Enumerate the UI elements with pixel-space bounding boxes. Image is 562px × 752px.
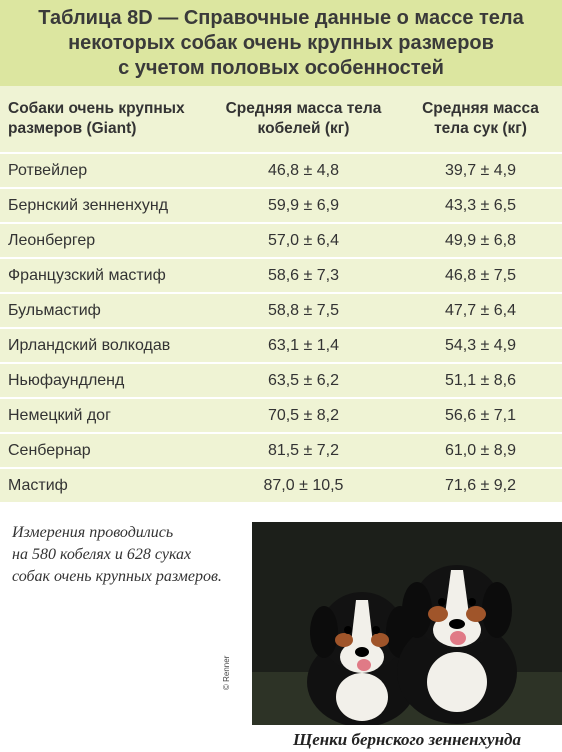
table-cell: Мастиф bbox=[0, 467, 208, 502]
table-cell: Сенбернар bbox=[0, 432, 208, 468]
table: Собаки очень крупных размеров (Giant) Сре… bbox=[0, 86, 562, 502]
table-cell: 47,7 ± 6,4 bbox=[399, 292, 562, 328]
table-cell: 51,1 ± 8,6 bbox=[399, 362, 562, 398]
title: Таблица 8D — Справочные данные о массе т… bbox=[0, 0, 562, 86]
table-cell: Ротвейлер bbox=[0, 152, 208, 188]
photo bbox=[252, 522, 562, 725]
table-cell: Французский мастиф bbox=[0, 257, 208, 293]
note: Измерения проводились на 580 кобелях и 62… bbox=[12, 522, 252, 588]
table-cell: Немецкий дог bbox=[0, 397, 208, 433]
table-row: Ирландский волкодав 63,1 ± 1,4 54,3 ± 4,9 bbox=[0, 327, 562, 363]
table-cell: 39,7 ± 4,9 bbox=[399, 152, 562, 188]
title-line: с учетом половых особенностей bbox=[118, 57, 444, 79]
table-row: Немецкий дог 70,5 ± 8,2 56,6 ± 7,1 bbox=[0, 397, 562, 433]
table-row: Мастиф 87,0 ± 10,5 71,6 ± 9,2 bbox=[0, 467, 562, 502]
note-line: на 580 кобелях и 628 суках bbox=[12, 546, 192, 563]
table-row: Леонбергер 57,0 ± 6,4 49,9 ± 6,8 bbox=[0, 222, 562, 258]
table-cell: Леонбергер bbox=[0, 222, 208, 258]
header-cell: Собаки очень крупных размеров (Giant) bbox=[8, 100, 185, 137]
table-cell: 56,6 ± 7,1 bbox=[399, 397, 562, 433]
photo-caption: Щенки бернского зенненхунда bbox=[293, 730, 521, 749]
table-cell: 57,0 ± 6,4 bbox=[207, 222, 400, 258]
table-cell: 46,8 ± 7,5 bbox=[399, 257, 562, 293]
header-cell: Средняя масса тела сук (кг) bbox=[422, 100, 539, 137]
table-row: Ньюфаундленд 63,5 ± 6,2 51,1 ± 8,6 bbox=[0, 362, 562, 398]
table-cell: 59,9 ± 6,9 bbox=[207, 187, 400, 223]
table-cell: 58,8 ± 7,5 bbox=[207, 292, 400, 328]
title-line: Таблица 8D — Справочные данные о массе т… bbox=[38, 7, 524, 29]
note-line: собак очень крупных размеров. bbox=[12, 568, 222, 585]
table-cell: Ирландский волкодав bbox=[0, 327, 208, 363]
table-row: Сенбернар 81,5 ± 7,2 61,0 ± 8,9 bbox=[0, 432, 562, 468]
table-cell: Бульмастиф bbox=[0, 292, 208, 328]
table-cell: 43,3 ± 6,5 bbox=[399, 187, 562, 223]
table-cell: 87,0 ± 10,5 bbox=[207, 467, 400, 502]
table-cell: 81,5 ± 7,2 bbox=[207, 432, 400, 468]
header-cell: Средняя масса тела кобелей (кг) bbox=[225, 100, 382, 137]
table-row: Бульмастиф 58,8 ± 7,5 47,7 ± 6,4 bbox=[0, 292, 562, 328]
table-cell: 71,6 ± 9,2 bbox=[399, 467, 562, 502]
table-cell: 49,9 ± 6,8 bbox=[399, 222, 562, 258]
table-row: Ротвейлер 46,8 ± 4,8 39,7 ± 4,9 bbox=[0, 152, 562, 188]
table-cell: 54,3 ± 4,9 bbox=[399, 327, 562, 363]
table-cell: 70,5 ± 8,2 bbox=[207, 397, 400, 433]
table-cell: Ньюфаундленд bbox=[0, 362, 208, 398]
table-cell: 63,1 ± 1,4 bbox=[207, 327, 400, 363]
table-cell: Бернский зенненхунд bbox=[0, 187, 208, 223]
header-row: Собаки очень крупных размеров (Giant) Сре… bbox=[0, 86, 562, 153]
photo-credit: © Renner bbox=[222, 655, 231, 690]
table-cell: 46,8 ± 4,8 bbox=[207, 152, 400, 188]
title-line: некоторых собак очень крупных размеров bbox=[68, 32, 494, 54]
table-cell: 58,6 ± 7,3 bbox=[207, 257, 400, 293]
table-cell: 61,0 ± 8,9 bbox=[399, 432, 562, 468]
table-cell: 63,5 ± 6,2 bbox=[207, 362, 400, 398]
table-row: Бернский зенненхунд 59,9 ± 6,9 43,3 ± 6,5 bbox=[0, 187, 562, 223]
note-line: Измерения проводились bbox=[12, 524, 174, 541]
table-row: Французский мастиф 58,6 ± 7,3 46,8 ± 7,5 bbox=[0, 257, 562, 293]
